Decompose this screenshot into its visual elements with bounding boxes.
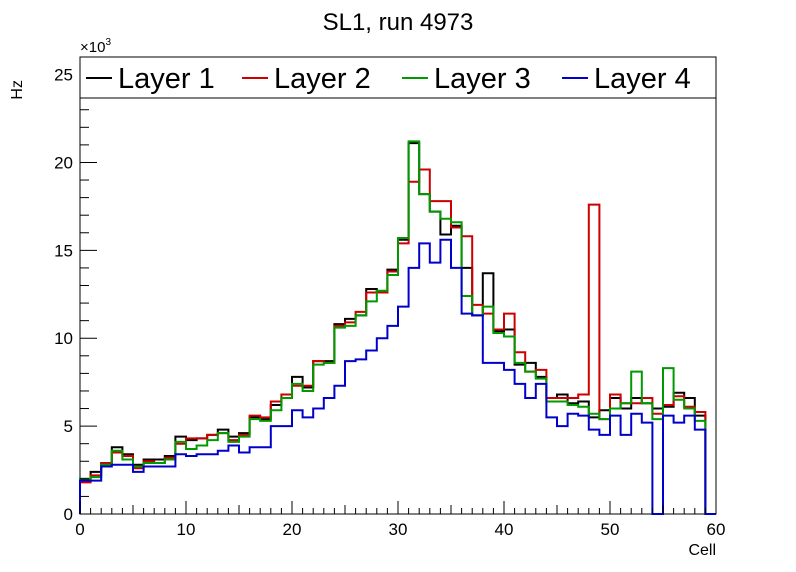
chart-title: SL1, run 4973 [323,9,474,36]
y-tick-label: 5 [64,417,73,436]
x-tick-label: 30 [389,520,408,539]
legend: Layer 1 Layer 2 Layer 3 Layer 4 [79,56,717,99]
legend-label-3: Layer 3 [434,63,531,95]
x-tick-label: 60 [707,520,726,539]
x-tick-label: 0 [75,520,84,539]
histogram-series-4 [79,238,716,515]
legend-box [79,56,717,99]
y-axis-title: Hz [9,80,26,100]
y-multiplier-exponent: 3 [105,37,111,48]
y-tick-label: 20 [54,153,73,172]
y-axis: 0 5 10 15 20 25 [54,56,97,524]
legend-label-1: Layer 1 [118,63,215,95]
x-tick-label: 40 [495,520,514,539]
x-axis: 0 10 20 30 40 50 60 [75,501,725,539]
histogram-series-group [79,140,716,515]
x-axis-title: Cell [688,542,716,559]
y-tick-label: 0 [64,505,73,524]
x-tick-label: 20 [283,520,302,539]
legend-label-2: Layer 2 [274,63,371,95]
y-tick-label: 10 [54,329,73,348]
x-tick-label: 50 [601,520,620,539]
y-multiplier: ×103 [80,37,111,56]
x-tick-label: 10 [177,520,196,539]
y-multiplier-base: ×10 [80,39,105,56]
y-tick-label: 25 [54,66,73,85]
legend-label-4: Layer 4 [594,63,691,95]
y-tick-label: 15 [54,241,73,260]
